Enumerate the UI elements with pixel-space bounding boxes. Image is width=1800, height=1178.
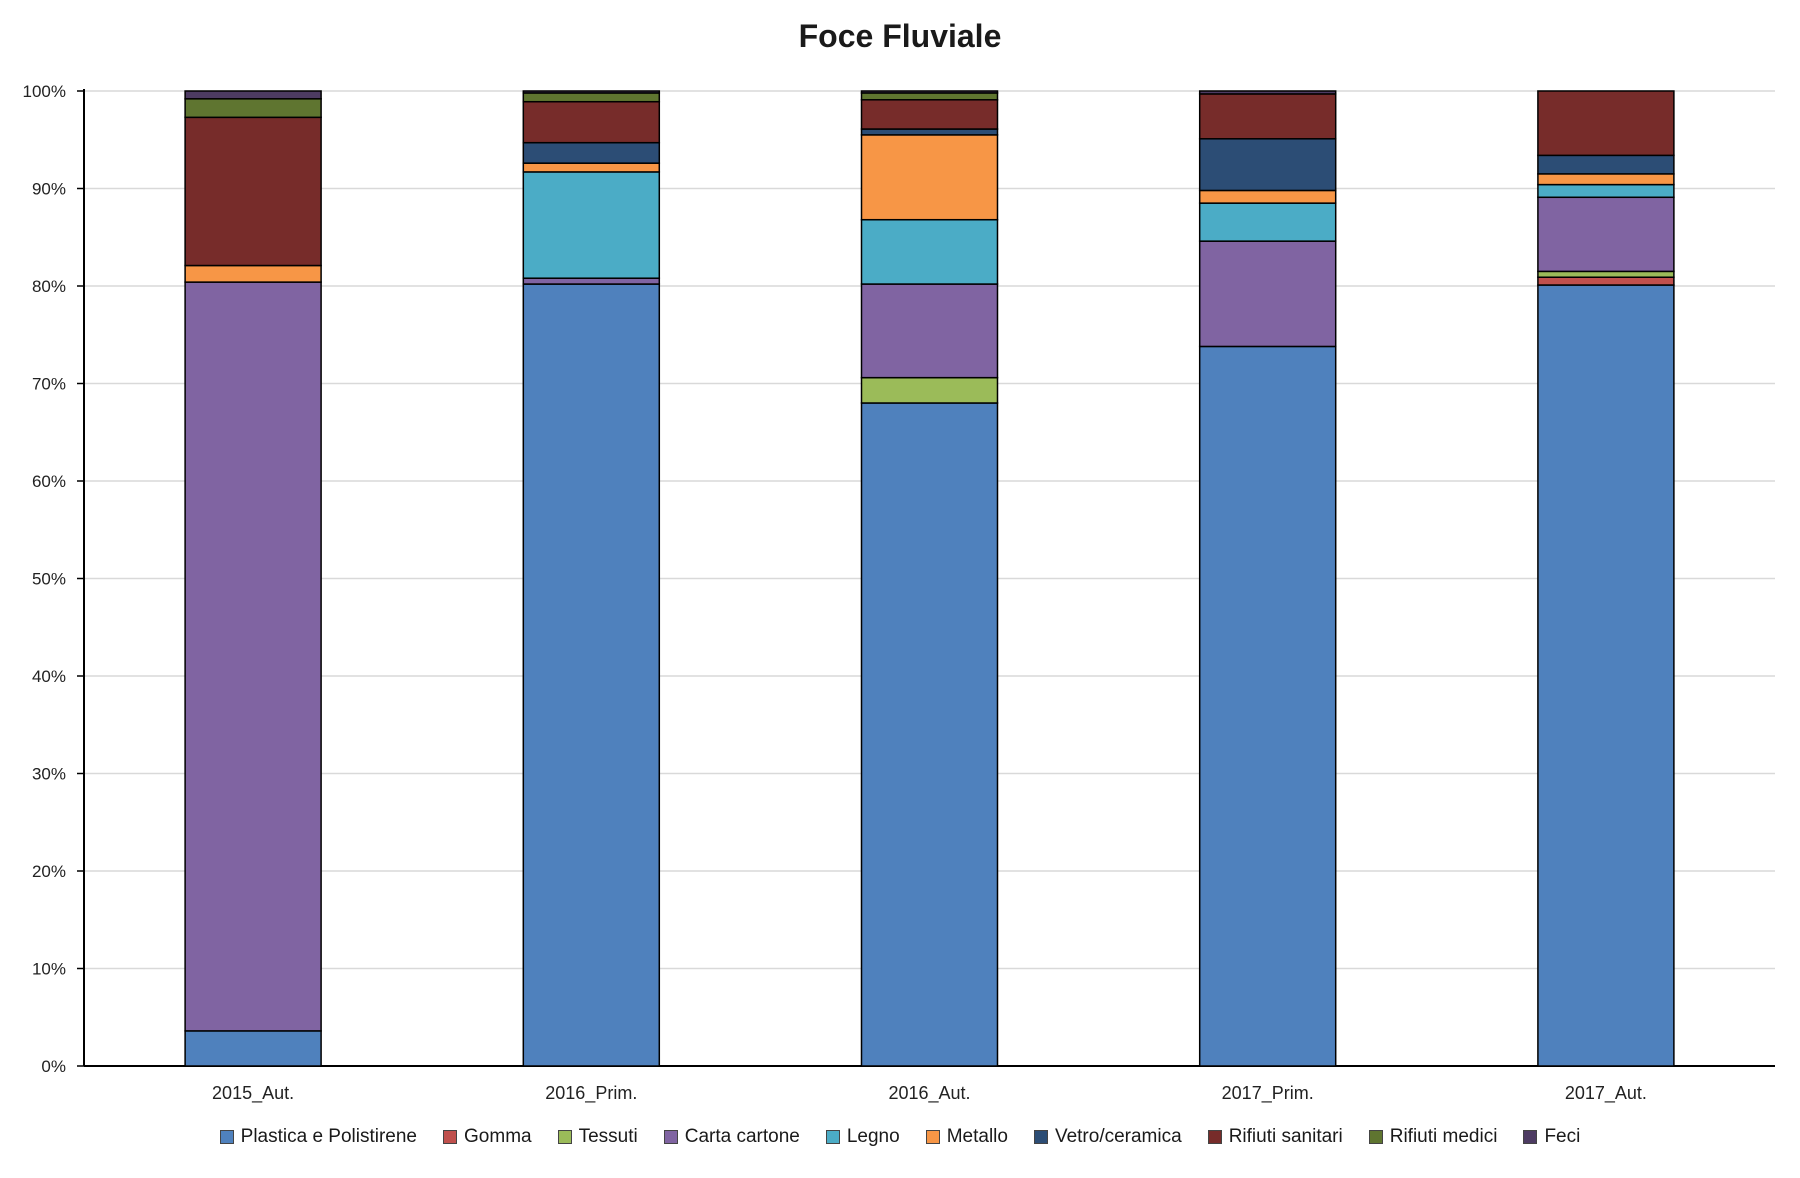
legend-swatch [1033,1130,1048,1144]
bar-segment [1537,270,1675,278]
bar-segment [860,218,999,285]
x-tick-label: 2017_Prim. [1222,1083,1314,1104]
legend-label: Gomma [464,1126,532,1147]
bar-segment [522,100,661,144]
bar-segment [860,376,999,404]
bar-segment [184,264,322,283]
legend-label: Legno [846,1126,900,1147]
bar-segment [184,98,322,119]
legend: Plastica e Polistirene Gomma Tessuti Carta … [0,1126,1800,1148]
bar-segment [522,171,661,279]
bar-segment [860,402,999,1067]
bar-segment [1198,90,1337,95]
legend-label: Carta cartone [684,1126,800,1147]
y-tick-label: 90% [32,180,66,199]
bar-segment [1537,276,1675,286]
y-tick-label: 20% [32,862,66,881]
legend-swatch [1523,1130,1538,1144]
legend-label: Plastica e Polistirene [240,1126,418,1147]
bar-segment [1198,189,1337,204]
y-tick-label: 30% [32,765,66,784]
legend-item: Vetro/ceramica [1033,1126,1182,1148]
legend-swatch [925,1130,940,1144]
legend-item: Plastica e Polistirene [219,1126,418,1148]
bar-segment [522,92,661,103]
legend-label: Rifiuti medici [1389,1126,1498,1147]
bar-segment [1537,173,1675,186]
y-tick-label: 70% [32,375,66,394]
legend-swatch [219,1130,234,1144]
y-tick-label: 80% [32,277,66,296]
bar-segment [184,1030,322,1067]
bar-segment [1198,240,1337,348]
legend-item: Gomma [443,1126,532,1148]
legend-item: Feci [1523,1126,1580,1148]
x-tick-label: 2016_Aut. [888,1083,970,1104]
y-tick-label: 50% [32,570,66,589]
legend-swatch [557,1130,572,1144]
legend-item: Metallo [925,1126,1008,1148]
legend-label: Rifiuti sanitari [1228,1126,1343,1147]
legend-item: Rifiuti medici [1368,1126,1498,1148]
bar-segment [1198,202,1337,242]
bar-segment [1537,284,1675,1067]
bar-segment [184,116,322,267]
bar-segment [1198,138,1337,192]
bar-segment [860,128,999,136]
bar-segment [1537,196,1675,273]
bar-segment [1537,183,1675,199]
bar-segment [184,90,322,100]
bar-segment [860,283,999,379]
y-tick-label: 0% [41,1057,66,1076]
bar-segment [184,281,322,1032]
bar-segment [860,90,999,94]
bar-segment [522,277,661,285]
bar-segment [1537,154,1675,175]
legend-item: Rifiuti sanitari [1207,1126,1343,1148]
y-tick-label: 10% [32,960,66,979]
legend-label: Tessuti [578,1126,638,1147]
legend-label: Metallo [946,1126,1008,1147]
bar-segment [860,92,999,101]
bar-segment [522,141,661,164]
legend-item: Carta cartone [663,1126,800,1148]
bar-segment [522,162,661,173]
bar-segment [522,283,661,1067]
legend-item: Tessuti [557,1126,638,1148]
x-tick-label: 2015_Aut. [212,1083,294,1104]
legend-label: Vetro/ceramica [1054,1126,1182,1147]
legend-swatch [663,1130,678,1144]
y-tick-label: 100% [23,82,66,101]
x-tick-label: 2017_Aut. [1565,1083,1647,1104]
bar-segment [860,134,999,221]
x-tick-label: 2016_Prim. [545,1083,637,1104]
bar-segment [1198,93,1337,140]
legend-label: Feci [1544,1126,1581,1147]
legend-swatch [825,1130,840,1144]
bar-segment [1198,345,1337,1067]
legend-item: Legno [825,1126,900,1148]
legend-swatch [443,1130,458,1144]
bar-segment [860,99,999,130]
y-tick-label: 60% [32,472,66,491]
legend-swatch [1207,1130,1222,1144]
legend-swatch [1368,1130,1383,1144]
bar-segment [522,90,661,94]
chart-title: Foce Fluviale [798,18,1002,54]
y-tick-label: 40% [32,667,66,686]
bar-segment [1537,90,1675,157]
